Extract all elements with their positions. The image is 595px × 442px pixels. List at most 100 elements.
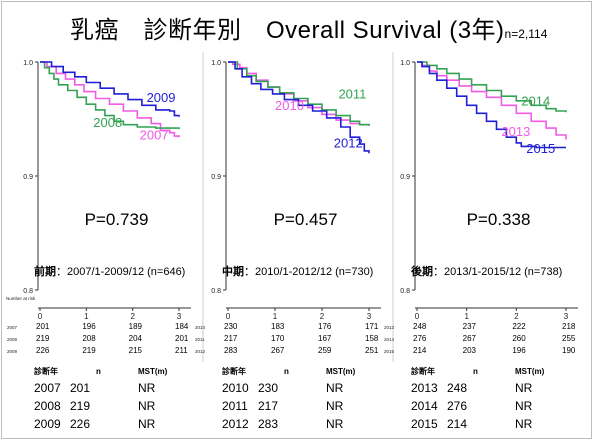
risk-count: 251 xyxy=(365,346,379,355)
summary-mst: NR xyxy=(138,417,156,431)
summary-n: 230 xyxy=(258,381,278,395)
risk-year-label: 2008 xyxy=(7,337,18,342)
y-tick-label: 0.9 xyxy=(23,174,33,181)
risk-year-label: 2012 xyxy=(195,349,206,354)
km-curve-2011 xyxy=(228,61,370,126)
risk-count: 267 xyxy=(271,346,285,355)
period-label: 中期：2010/1-2012/12 (n=730) xyxy=(222,264,373,278)
p-value: P=0.457 xyxy=(274,210,338,229)
km-curve-2008 xyxy=(40,61,180,130)
summary-year: 2015 xyxy=(411,417,438,431)
summary-year: 2012 xyxy=(222,417,249,431)
km-curve-2012 xyxy=(228,61,370,154)
curve-label-2011: 2011 xyxy=(338,86,366,101)
curve-label-2007: 2007 xyxy=(140,128,169,143)
km-curve-2009 xyxy=(40,61,180,117)
risk-count: 276 xyxy=(413,334,427,343)
curve-label-2009: 2009 xyxy=(147,90,176,105)
x-tick-label: 2 xyxy=(320,312,325,321)
summary-n: 248 xyxy=(447,381,467,395)
risk-count: 283 xyxy=(224,346,238,355)
x-tick-label: 1 xyxy=(464,312,469,321)
risk-count: 215 xyxy=(129,346,143,355)
summary-year: 2010 xyxy=(222,381,249,395)
curve-label-2008: 2008 xyxy=(93,115,122,130)
km-curve-2007 xyxy=(40,61,180,138)
x-tick-label: 0 xyxy=(415,312,420,321)
km-curve-2013 xyxy=(417,61,567,140)
risk-count: 167 xyxy=(318,334,332,343)
curve-label-2015: 2015 xyxy=(526,141,555,156)
summary-mst: NR xyxy=(138,399,156,413)
risk-count: 217 xyxy=(224,334,238,343)
summary-n: 217 xyxy=(258,399,278,413)
curve-label-2014: 2014 xyxy=(521,93,550,108)
x-tick-label: 1 xyxy=(273,312,278,321)
risk-count: 208 xyxy=(82,334,96,343)
risk-count: 248 xyxy=(413,322,427,331)
summary-n: 283 xyxy=(258,417,278,431)
x-tick-label: 3 xyxy=(177,312,182,321)
risk-year-label: 2011 xyxy=(195,337,205,342)
risk-count: 260 xyxy=(512,334,526,343)
x-tick-label: 2 xyxy=(130,312,135,321)
risk-count: 219 xyxy=(82,346,96,355)
summary-year: 2007 xyxy=(34,381,61,395)
summary-header: MST(m) xyxy=(138,367,168,376)
risk-count: 158 xyxy=(365,334,379,343)
curve-label-2010: 2010 xyxy=(275,98,304,113)
summary-year: 2008 xyxy=(34,399,61,413)
summary-header: n xyxy=(96,367,101,376)
risk-count: 196 xyxy=(512,346,526,355)
summary-mst: NR xyxy=(515,417,533,431)
risk-count: 171 xyxy=(365,322,379,331)
y-tick-label: 1.0 xyxy=(211,60,221,67)
risk-table-header: Number at risk xyxy=(6,296,36,301)
curve-label-2013: 2013 xyxy=(501,124,530,139)
risk-count: 189 xyxy=(129,322,143,331)
risk-count: 255 xyxy=(562,334,576,343)
p-value: P=0.338 xyxy=(467,210,531,229)
risk-count: 267 xyxy=(463,334,477,343)
summary-n: 276 xyxy=(447,399,467,413)
period-label: 前期：2007/1-2009/12 (n=646) xyxy=(34,264,185,278)
x-tick-label: 0 xyxy=(38,312,43,321)
x-tick-label: 2 xyxy=(514,312,519,321)
summary-year: 2009 xyxy=(34,417,61,431)
y-tick-label: 0.8 xyxy=(23,288,33,295)
x-tick-label: 3 xyxy=(564,312,569,321)
summary-mst: NR xyxy=(515,399,533,413)
risk-year-label: 2014 xyxy=(384,337,395,342)
risk-count: 218 xyxy=(562,322,576,331)
km-curve-2014 xyxy=(417,61,567,113)
risk-count: 184 xyxy=(175,322,189,331)
summary-header: n xyxy=(284,367,289,376)
risk-count: 201 xyxy=(175,334,189,343)
summary-n: 201 xyxy=(70,381,90,395)
risk-count: 230 xyxy=(224,322,238,331)
slide-title: 乳癌 診断年別 Overall Survival (3年)n=2,114 xyxy=(70,10,547,45)
risk-year-label: 2013 xyxy=(384,325,395,330)
total-n-label: n=2,114 xyxy=(504,27,548,41)
y-tick-label: 1.0 xyxy=(400,60,410,67)
risk-count: 259 xyxy=(318,346,332,355)
risk-count: 203 xyxy=(463,346,477,355)
summary-mst: NR xyxy=(515,381,533,395)
p-value: P=0.739 xyxy=(85,210,149,229)
summary-header: n xyxy=(473,367,478,376)
period-label: 後期：2013/1-2015/12 (n=738) xyxy=(411,264,562,278)
summary-n: 219 xyxy=(70,399,90,413)
summary-n: 226 xyxy=(70,417,90,431)
risk-count: 219 xyxy=(36,334,50,343)
risk-count: 183 xyxy=(271,322,285,331)
y-tick-label: 1.0 xyxy=(23,60,33,67)
risk-count: 222 xyxy=(512,322,526,331)
risk-year-label: 2015 xyxy=(384,349,395,354)
summary-header: MST(m) xyxy=(515,367,545,376)
title-text: 乳癌 診断年別 Overall Survival (3年) xyxy=(70,17,505,44)
summary-mst: NR xyxy=(138,381,156,395)
x-tick-label: 0 xyxy=(226,312,231,321)
risk-count: 170 xyxy=(271,334,285,343)
y-tick-label: 0.9 xyxy=(400,174,410,181)
